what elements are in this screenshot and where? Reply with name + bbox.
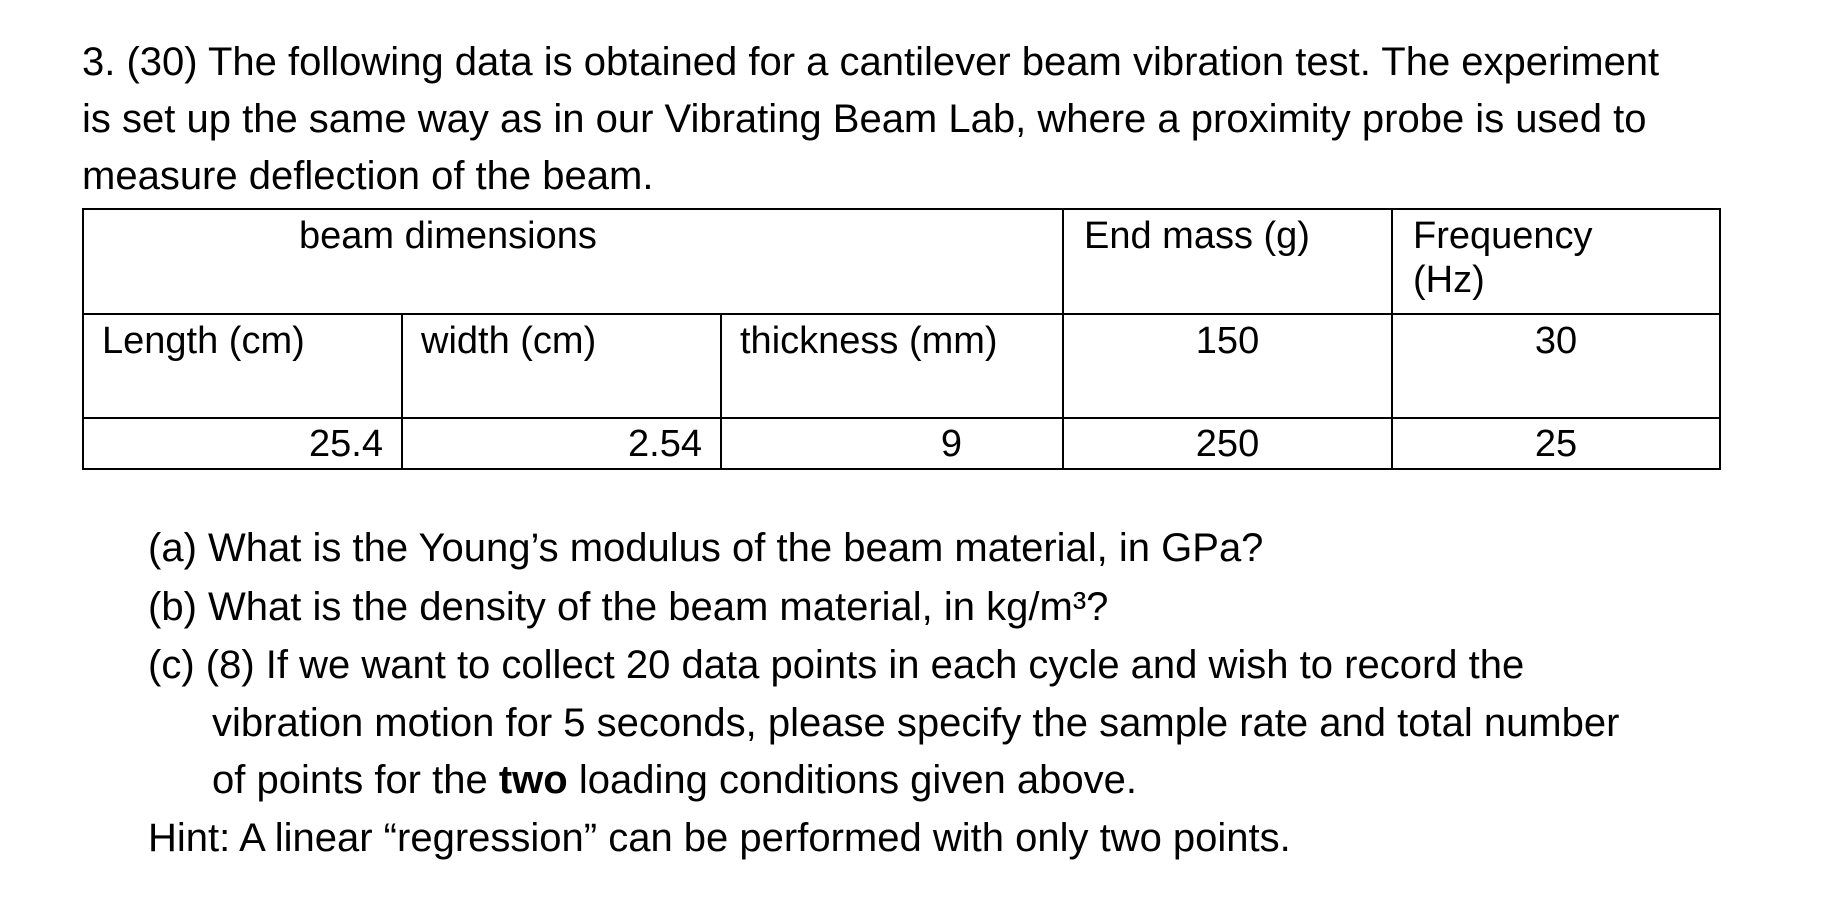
subheader-cell: width (cm)	[401, 313, 722, 419]
hint: Hint: A linear “regression” can be perfo…	[148, 816, 1291, 860]
question: vibration motion for 5 seconds, please s…	[212, 701, 1620, 745]
question: (c) (8) If we want to collect 20 data po…	[148, 643, 1525, 687]
intro-line: measure deflection of the beam.	[82, 154, 654, 198]
data-table: beam dimensions End mass (g) Frequency (…	[82, 208, 1721, 470]
intro-line: 3. (30) The following data is obtained f…	[82, 40, 1660, 84]
subheader-cell: thickness (mm)	[720, 313, 1064, 419]
header-cell: End mass (g)	[1062, 208, 1393, 315]
emphasis: two	[498, 758, 568, 802]
text: loading conditions given above.	[567, 758, 1138, 802]
cell: 30	[1391, 313, 1721, 419]
question: (a) What is the Young’s modulus of the b…	[148, 526, 1264, 570]
cell: 2.54	[401, 417, 722, 470]
cell: 9	[720, 417, 1064, 470]
cell: 25.4	[82, 417, 403, 470]
question: of points for the two loading conditions…	[212, 756, 1137, 804]
subheader-cell: Length (cm)	[82, 313, 403, 419]
header-cell: beam dimensions	[82, 208, 1064, 315]
cell: 25	[1391, 417, 1721, 470]
text: of points for the	[212, 758, 499, 802]
question: (b) What is the density of the beam mate…	[148, 585, 1109, 629]
cell: 150	[1062, 313, 1393, 419]
cell: 250	[1062, 417, 1393, 470]
intro-line: is set up the same way as in our Vibrati…	[82, 97, 1647, 141]
header-cell: Frequency (Hz)	[1391, 208, 1721, 315]
